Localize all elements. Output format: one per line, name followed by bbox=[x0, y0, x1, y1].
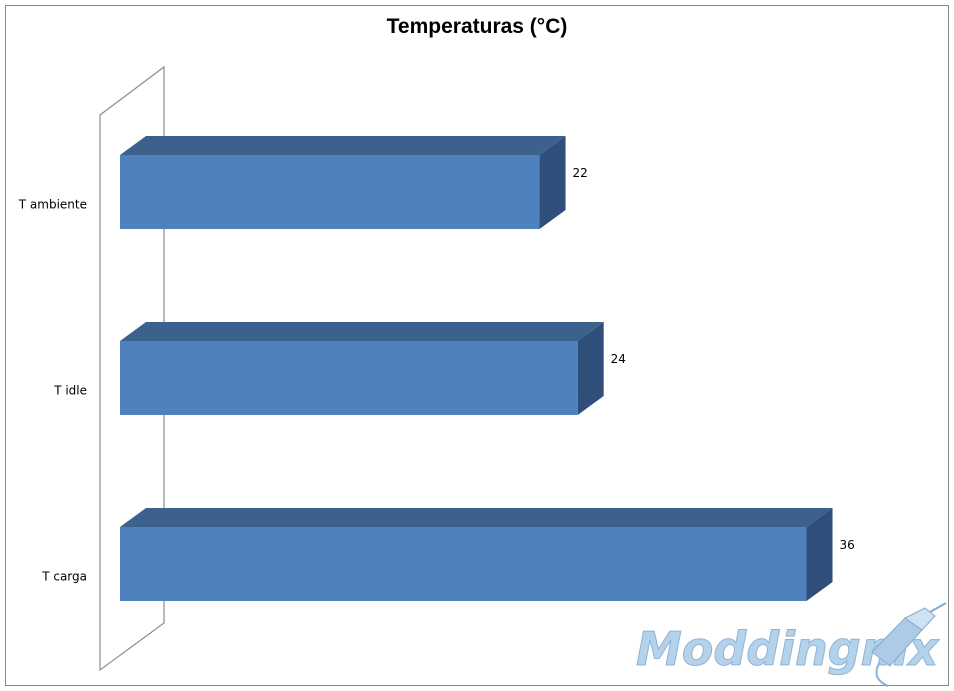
bar-3 bbox=[120, 508, 833, 601]
bar-side-face bbox=[539, 136, 566, 229]
bar-side-face bbox=[577, 322, 604, 415]
bar-front-face bbox=[120, 527, 807, 601]
category-label: T idle bbox=[53, 383, 87, 397]
data-label: 36 bbox=[840, 538, 855, 552]
bar-top-face bbox=[120, 508, 833, 527]
watermark-logo: Moddingmx bbox=[636, 602, 947, 687]
bar-top-face bbox=[120, 136, 566, 155]
data-label: 24 bbox=[611, 352, 626, 366]
bar-top-face bbox=[120, 322, 604, 341]
category-label: T carga bbox=[41, 569, 87, 583]
bar-2 bbox=[120, 322, 604, 415]
category-label: T ambiente bbox=[18, 197, 87, 211]
chart-title: Temperaturas (°C) bbox=[386, 15, 568, 38]
bars-layer bbox=[120, 136, 833, 601]
dremel-tool-icon bbox=[871, 602, 947, 687]
bar-1 bbox=[120, 136, 566, 229]
bar-side-face bbox=[806, 508, 833, 601]
bar-front-face bbox=[120, 155, 540, 229]
bar-front-face bbox=[120, 341, 578, 415]
data-label: 22 bbox=[573, 166, 588, 180]
